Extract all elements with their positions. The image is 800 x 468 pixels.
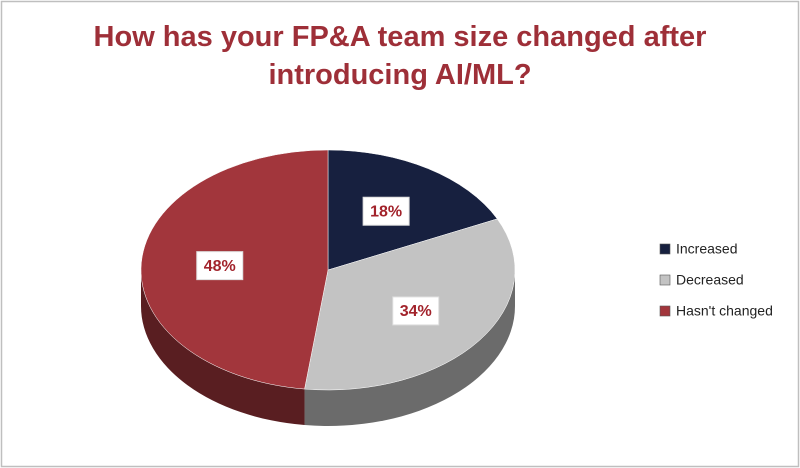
slice-side xyxy=(141,270,305,426)
slice-side xyxy=(304,270,515,426)
legend-label: Hasn't changed xyxy=(676,303,773,319)
data-label: 34% xyxy=(400,303,432,320)
legend-label: Decreased xyxy=(676,272,744,288)
label-box xyxy=(362,196,410,226)
data-label: 48% xyxy=(204,258,236,275)
data-label: 18% xyxy=(370,203,402,220)
legend-swatch xyxy=(659,274,671,286)
label-box xyxy=(196,251,244,281)
label-box xyxy=(392,296,440,326)
slice xyxy=(327,149,498,271)
legend-label: Increased xyxy=(676,241,737,257)
legend-swatch xyxy=(659,305,671,317)
legend-swatch xyxy=(659,243,671,255)
chart-title: How has your FP&A team size changed afte… xyxy=(93,21,707,91)
